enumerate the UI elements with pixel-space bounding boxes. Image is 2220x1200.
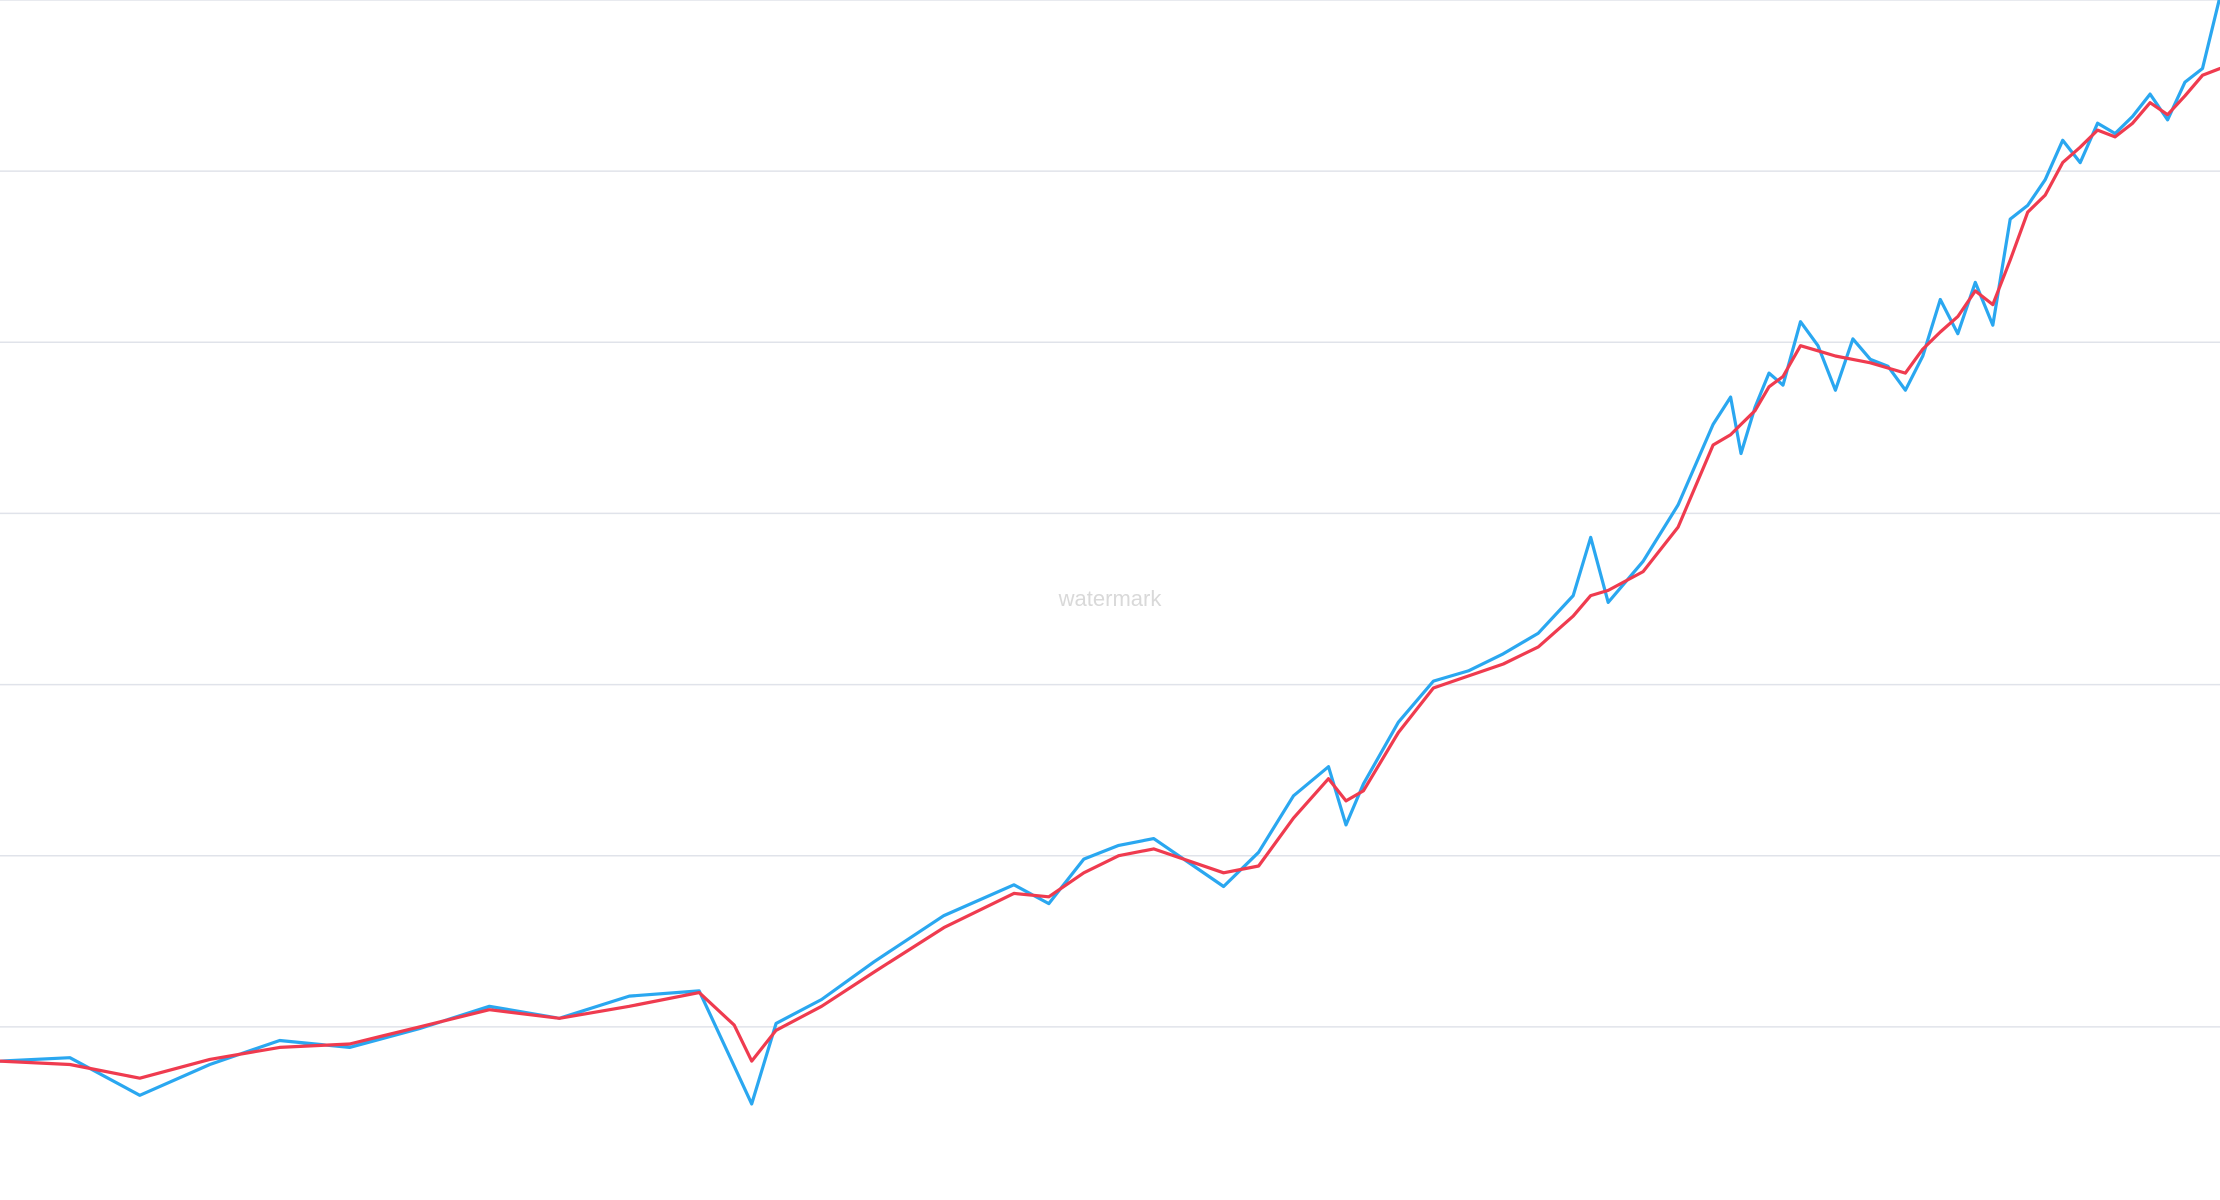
watermark-text: watermark <box>1058 586 1163 611</box>
series-line-0 <box>0 0 2220 1106</box>
series-lines <box>0 0 2220 1106</box>
series-line-1 <box>0 66 2220 1080</box>
grid-lines <box>0 0 2220 1028</box>
